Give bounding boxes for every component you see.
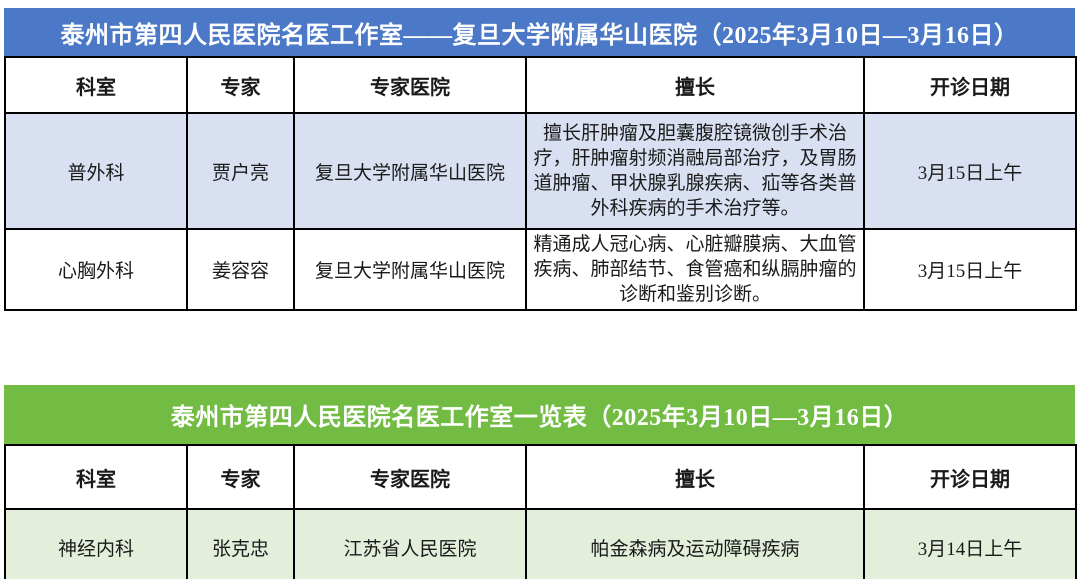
cell-expert: 姜容容 bbox=[186, 228, 295, 311]
col-header-department: 科室 bbox=[4, 444, 188, 510]
overview-table-title: 泰州市第四人民医院名医工作室一览表（2025年3月10日—3月16日） bbox=[170, 405, 909, 431]
huashan-schedule-table: 科室 专家 专家医院 擅长 开诊日期 普外科 贾户亮 复旦大学附属华山医院 擅长… bbox=[4, 56, 1077, 311]
col-header-hospital: 专家医院 bbox=[293, 444, 527, 510]
overview-schedule-section: 泰州市第四人民医院名医工作室一览表（2025年3月10日—3月16日） 科室 专… bbox=[4, 385, 1077, 579]
col-header-expert: 专家 bbox=[186, 444, 295, 510]
page: 泰州市第四人民医院名医工作室——复旦大学附属华山医院（2025年3月10日—3月… bbox=[0, 8, 1080, 579]
cell-date: 3月15日上午 bbox=[863, 228, 1077, 311]
cell-specialty: 擅长肝肿瘤及胆囊腹腔镜微创手术治疗，肝肿瘤射频消融局部治疗，及胃肠道肿瘤、甲状腺… bbox=[525, 112, 865, 230]
cell-specialty: 精通成人冠心病、心脏瓣膜病、大血管疾病、肺部结节、食管癌和纵膈肿瘤的诊断和鉴别诊… bbox=[525, 228, 865, 311]
header-row: 科室 专家 专家医院 擅长 开诊日期 bbox=[4, 56, 1077, 114]
col-header-specialty: 擅长 bbox=[525, 56, 865, 114]
cell-specialty: 帕金森病及运动障碍疾病 bbox=[525, 508, 865, 579]
col-header-date: 开诊日期 bbox=[863, 444, 1077, 510]
col-header-hospital: 专家医院 bbox=[293, 56, 527, 114]
col-header-expert: 专家 bbox=[186, 56, 295, 114]
col-header-specialty: 擅长 bbox=[525, 444, 865, 510]
overview-title-banner: 泰州市第四人民医院名医工作室一览表（2025年3月10日—3月16日） bbox=[4, 385, 1075, 444]
cell-hospital: 江苏省人民医院 bbox=[293, 508, 527, 579]
overview-schedule-table: 科室 专家 专家医院 擅长 开诊日期 神经内科 张克忠 江苏省人民医院 帕金森病… bbox=[4, 444, 1077, 579]
cell-department: 心胸外科 bbox=[4, 228, 188, 311]
cell-hospital: 复旦大学附属华山医院 bbox=[293, 228, 527, 311]
table-row: 神经内科 张克忠 江苏省人民医院 帕金森病及运动障碍疾病 3月14日上午 bbox=[4, 508, 1077, 579]
cell-department: 神经内科 bbox=[4, 508, 188, 579]
cell-date: 3月15日上午 bbox=[863, 112, 1077, 230]
huashan-title-banner: 泰州市第四人民医院名医工作室——复旦大学附属华山医院（2025年3月10日—3月… bbox=[4, 8, 1075, 56]
header-row: 科室 专家 专家医院 擅长 开诊日期 bbox=[4, 444, 1077, 510]
col-header-date: 开诊日期 bbox=[863, 56, 1077, 114]
huashan-table-title: 泰州市第四人民医院名医工作室——复旦大学附属华山医院（2025年3月10日—3月… bbox=[60, 22, 1019, 49]
cell-expert: 贾户亮 bbox=[186, 112, 295, 230]
huashan-schedule-section: 泰州市第四人民医院名医工作室——复旦大学附属华山医院（2025年3月10日—3月… bbox=[4, 8, 1077, 311]
table-row: 心胸外科 姜容容 复旦大学附属华山医院 精通成人冠心病、心脏瓣膜病、大血管疾病、… bbox=[4, 228, 1077, 311]
col-header-department: 科室 bbox=[4, 56, 188, 114]
cell-department: 普外科 bbox=[4, 112, 188, 230]
cell-expert: 张克忠 bbox=[186, 508, 295, 579]
cell-date: 3月14日上午 bbox=[863, 508, 1077, 579]
cell-hospital: 复旦大学附属华山医院 bbox=[293, 112, 527, 230]
table-row: 普外科 贾户亮 复旦大学附属华山医院 擅长肝肿瘤及胆囊腹腔镜微创手术治疗，肝肿瘤… bbox=[4, 112, 1077, 230]
